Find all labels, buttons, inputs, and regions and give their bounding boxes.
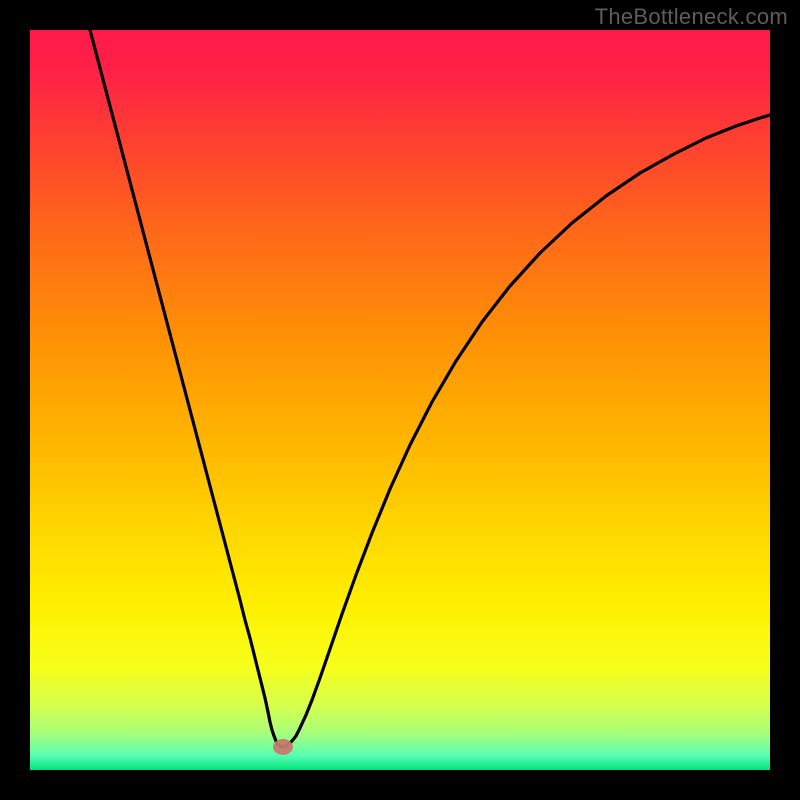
plot-area — [30, 30, 770, 770]
minimum-marker — [273, 739, 293, 755]
chart-container: TheBottleneck.com — [0, 0, 800, 800]
watermark-text: TheBottleneck.com — [595, 4, 788, 30]
bottleneck-curve — [30, 30, 770, 770]
curve-path — [90, 30, 770, 747]
